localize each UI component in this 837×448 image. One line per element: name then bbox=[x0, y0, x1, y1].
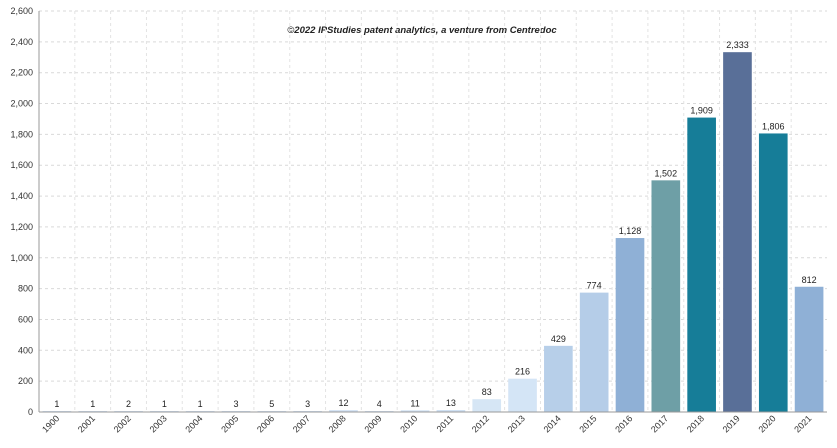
x-tick-label: 2020 bbox=[756, 413, 777, 434]
x-tick-label: 2013 bbox=[506, 413, 527, 434]
data-label-1900: 1 bbox=[54, 399, 59, 409]
x-tick-label: 2001 bbox=[76, 413, 97, 434]
bar-2019 bbox=[723, 52, 752, 412]
bar-2008 bbox=[329, 410, 358, 412]
data-label-2007: 3 bbox=[305, 399, 310, 409]
y-tick-label: 200 bbox=[18, 376, 33, 386]
x-tick-label: 2016 bbox=[613, 413, 634, 434]
bar-2013 bbox=[508, 378, 537, 412]
y-tick-label: 600 bbox=[18, 314, 33, 324]
x-tick-label: 2008 bbox=[327, 413, 348, 434]
x-tick-label: 2012 bbox=[470, 413, 491, 434]
value-labels-layer: 1 1 2 1 1 3 5 3 12 4 11 13832164297741,1281,5021,90… bbox=[54, 40, 816, 409]
y-tick-label: 2,600 bbox=[10, 6, 33, 16]
bars-layer bbox=[42, 52, 824, 413]
data-label-2003: 1 bbox=[162, 399, 167, 409]
x-tick-label: 2005 bbox=[219, 413, 240, 434]
chart-subtitle: ©2022 IPStudies patent analytics, a vent… bbox=[287, 25, 557, 36]
y-tick-label: 0 bbox=[28, 407, 33, 417]
bar-2020 bbox=[758, 133, 788, 412]
data-label-2020: 1,806 bbox=[762, 121, 785, 131]
data-label-2009: 4 bbox=[377, 399, 382, 409]
data-label-2014: 429 bbox=[551, 334, 566, 344]
data-label-2004: 1 bbox=[198, 399, 203, 409]
data-label-2005: 3 bbox=[233, 399, 238, 409]
x-tick-label: 2009 bbox=[362, 413, 383, 434]
x-tick-label: 2017 bbox=[649, 413, 670, 434]
data-label-2011: 13 bbox=[446, 398, 456, 408]
data-label-2018: 1,909 bbox=[690, 106, 713, 116]
x-tick-label: 2007 bbox=[291, 413, 312, 434]
bar-2012 bbox=[472, 399, 502, 412]
y-tick-label: 2,400 bbox=[10, 37, 33, 47]
data-label-2001: 1 bbox=[90, 399, 95, 409]
data-label-2010: 11 bbox=[410, 398, 419, 408]
bar-2017 bbox=[651, 180, 681, 412]
data-label-2012: 83 bbox=[482, 387, 492, 397]
data-label-2015: 774 bbox=[587, 281, 602, 291]
y-tick-label: 2,200 bbox=[10, 68, 33, 78]
y-tick-label: 2,000 bbox=[10, 99, 33, 109]
data-label-2017: 1,502 bbox=[655, 168, 678, 178]
bar-2015 bbox=[579, 292, 609, 412]
x-tick-label: 2002 bbox=[112, 413, 133, 434]
x-tick-label: 2014 bbox=[542, 413, 563, 434]
data-label-2002: 2 bbox=[126, 399, 131, 409]
y-tick-label: 800 bbox=[18, 284, 33, 294]
y-tick-label: 400 bbox=[18, 345, 33, 355]
data-label-2021: 812 bbox=[802, 275, 817, 285]
data-label-2013: 216 bbox=[515, 367, 530, 377]
x-tick-label: 2018 bbox=[685, 413, 706, 434]
bar-2016 bbox=[615, 238, 645, 412]
bar-2021 bbox=[794, 286, 824, 412]
bar-2018 bbox=[687, 117, 716, 413]
y-tick-label: 1,400 bbox=[10, 191, 33, 201]
x-tick-label: 2006 bbox=[255, 413, 276, 434]
x-tick-label: 2021 bbox=[792, 413, 813, 434]
y-tick-label: 1,600 bbox=[10, 160, 33, 170]
data-label-2006: 5 bbox=[269, 399, 274, 409]
data-label-2016: 1,128 bbox=[619, 226, 642, 236]
y-tick-label: 1,000 bbox=[10, 253, 33, 263]
x-tick-label: 2004 bbox=[183, 413, 204, 434]
bar-2011 bbox=[436, 409, 466, 412]
bar-2014 bbox=[544, 345, 573, 412]
bar-2010 bbox=[400, 410, 430, 412]
x-tick-label: 2019 bbox=[721, 413, 742, 434]
y-tick-label: 1,200 bbox=[10, 222, 33, 232]
x-tick-label: 2011 bbox=[435, 413, 456, 434]
x-tick-label: 2015 bbox=[577, 413, 598, 434]
x-tick-label: 2010 bbox=[398, 413, 419, 434]
x-tick-label: 2003 bbox=[148, 413, 169, 434]
data-label-2019: 2,333 bbox=[726, 40, 749, 50]
data-label-2008: 12 bbox=[338, 398, 348, 408]
x-tick-label: 1900 bbox=[40, 413, 61, 434]
y-tick-label: 1,800 bbox=[10, 129, 33, 139]
